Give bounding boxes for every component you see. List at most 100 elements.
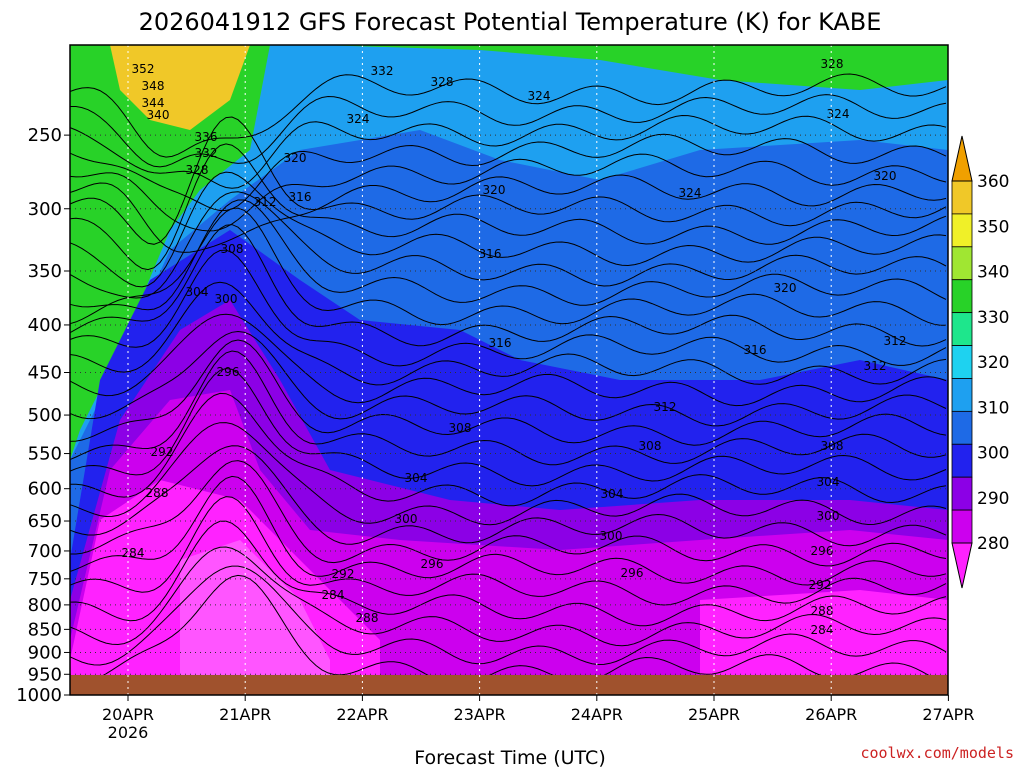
colorbar-label: 310: [977, 398, 1009, 418]
contour-label: 316: [744, 343, 767, 357]
y-tick-label: 300: [28, 199, 62, 220]
contour-label: 308: [639, 439, 662, 453]
colorbar-segment: [951, 509, 973, 544]
colorbar-label: 290: [977, 489, 1009, 509]
band-350-plus: [110, 45, 250, 130]
contour-label: 312: [864, 359, 887, 373]
x-axis-title: Forecast Time (UTC): [414, 747, 605, 768]
x-tick-label: 23APR: [454, 705, 506, 724]
contour-label: 344: [142, 96, 165, 110]
contour-label: 296: [621, 566, 644, 580]
isentrope-line: [70, 94, 947, 168]
contour-label: 352: [132, 62, 155, 76]
isentrope-line: [69, 116, 947, 245]
isentrope-line: [69, 422, 947, 526]
isentrope-line: [69, 339, 947, 446]
colorbar-segment: [951, 378, 973, 412]
isentrope-line: [69, 153, 947, 232]
y-tick-label: 750: [28, 569, 62, 590]
y-tick-label: 600: [28, 479, 62, 500]
contour-label: 304: [186, 285, 209, 299]
contour-label: 304: [601, 487, 624, 501]
x-axis: 20APR 21APR 22APR 23APR 24APR 25APR 26APR 27APR…: [102, 695, 974, 742]
isentrope-line: [69, 191, 947, 299]
contour-label: 332: [195, 146, 218, 160]
contour-label: 308: [221, 242, 244, 256]
isentrope-line: [69, 445, 947, 547]
isentrope-line: [69, 281, 947, 386]
contour-label: 328: [431, 75, 454, 89]
colorbar-segment: [951, 279, 973, 314]
isentrope-line: [69, 249, 947, 367]
contour-label: 284: [811, 623, 834, 637]
contour-label: 348: [142, 79, 165, 93]
colorbar-segment: [951, 345, 973, 379]
band-330-340-left: [70, 45, 270, 460]
contour-label: 300: [395, 512, 418, 526]
contour-label: 292: [151, 445, 174, 459]
colorbar-label: 280: [977, 534, 1009, 554]
x-tick-label: 25APR: [688, 705, 740, 724]
contour-label: 300: [215, 292, 238, 306]
isentrope-line: [69, 475, 947, 586]
x-tick-label: 21APR: [219, 705, 271, 724]
contour-label: 288: [811, 604, 834, 618]
y-tick-label: 550: [28, 444, 62, 465]
contour-label: 312: [884, 334, 907, 348]
colorbar-label: 350: [977, 217, 1009, 237]
credit-text[interactable]: coolwx.com/models: [860, 744, 1014, 762]
contour-label: 304: [405, 471, 428, 485]
y-tick-label: 1000: [16, 685, 62, 706]
contour-label: 340: [147, 108, 170, 122]
colorbar-segment: [951, 246, 973, 281]
contour-label: 316: [289, 190, 312, 204]
band-cold-core: [180, 540, 330, 695]
contour-label: 320: [483, 183, 506, 197]
colorbar-segment: [951, 213, 973, 248]
y-tick-label: 250: [28, 125, 62, 146]
y-tick-label: 850: [28, 619, 62, 640]
x-tick-label: 22APR: [336, 705, 388, 724]
contour-label: 336: [195, 130, 218, 144]
colorbar-label: 320: [977, 353, 1009, 373]
isentrope-line: [69, 367, 947, 487]
contour-label: 292: [809, 578, 832, 592]
contour-label: 288: [356, 611, 379, 625]
isentrope-line: [69, 207, 947, 326]
contour-label: 312: [654, 400, 677, 414]
isentrope-line: [69, 174, 947, 253]
y-axis: 2503003504004505005506006507007508008509…: [16, 125, 70, 706]
contour-label: 300: [817, 509, 840, 523]
contour-label: 288: [146, 486, 169, 500]
colorbar-label: 340: [977, 263, 1009, 283]
y-tick-label: 800: [28, 595, 62, 616]
y-tick-label: 700: [28, 541, 62, 562]
contour-label: 284: [322, 588, 345, 602]
contour-label: 324: [827, 107, 850, 121]
contour-label: 324: [347, 112, 370, 126]
isentrope-line: [69, 143, 947, 271]
isentrope-line: [69, 574, 947, 686]
y-tick-label: 500: [28, 405, 62, 426]
colorbar-segment: [951, 410, 973, 445]
isentrope-line: [69, 496, 947, 606]
contour-label: 308: [821, 439, 844, 453]
x-year-label: 2026: [108, 723, 149, 742]
colorbar-label: 360: [977, 172, 1009, 192]
colorbar-segment: [951, 312, 973, 346]
isentrope-line: [69, 546, 947, 647]
contour-label: 328: [186, 163, 209, 177]
chart-title: 2026041912 GFS Forecast Potential Temper…: [139, 8, 882, 36]
x-tick-label: 27APR: [922, 705, 974, 724]
contour-label: 324: [528, 89, 551, 103]
colorbar-segment: [951, 443, 973, 478]
contour-label: 320: [874, 169, 897, 183]
colorbar-label: 300: [977, 444, 1009, 464]
isentrope-line: [69, 114, 947, 189]
isentrope-line: [69, 392, 947, 507]
isentrope-line: [69, 330, 947, 427]
band-330-340: [70, 45, 948, 90]
y-tick-label: 350: [28, 261, 62, 282]
band-lt-280-late: [700, 590, 948, 695]
colorbar-segment: [951, 180, 973, 215]
